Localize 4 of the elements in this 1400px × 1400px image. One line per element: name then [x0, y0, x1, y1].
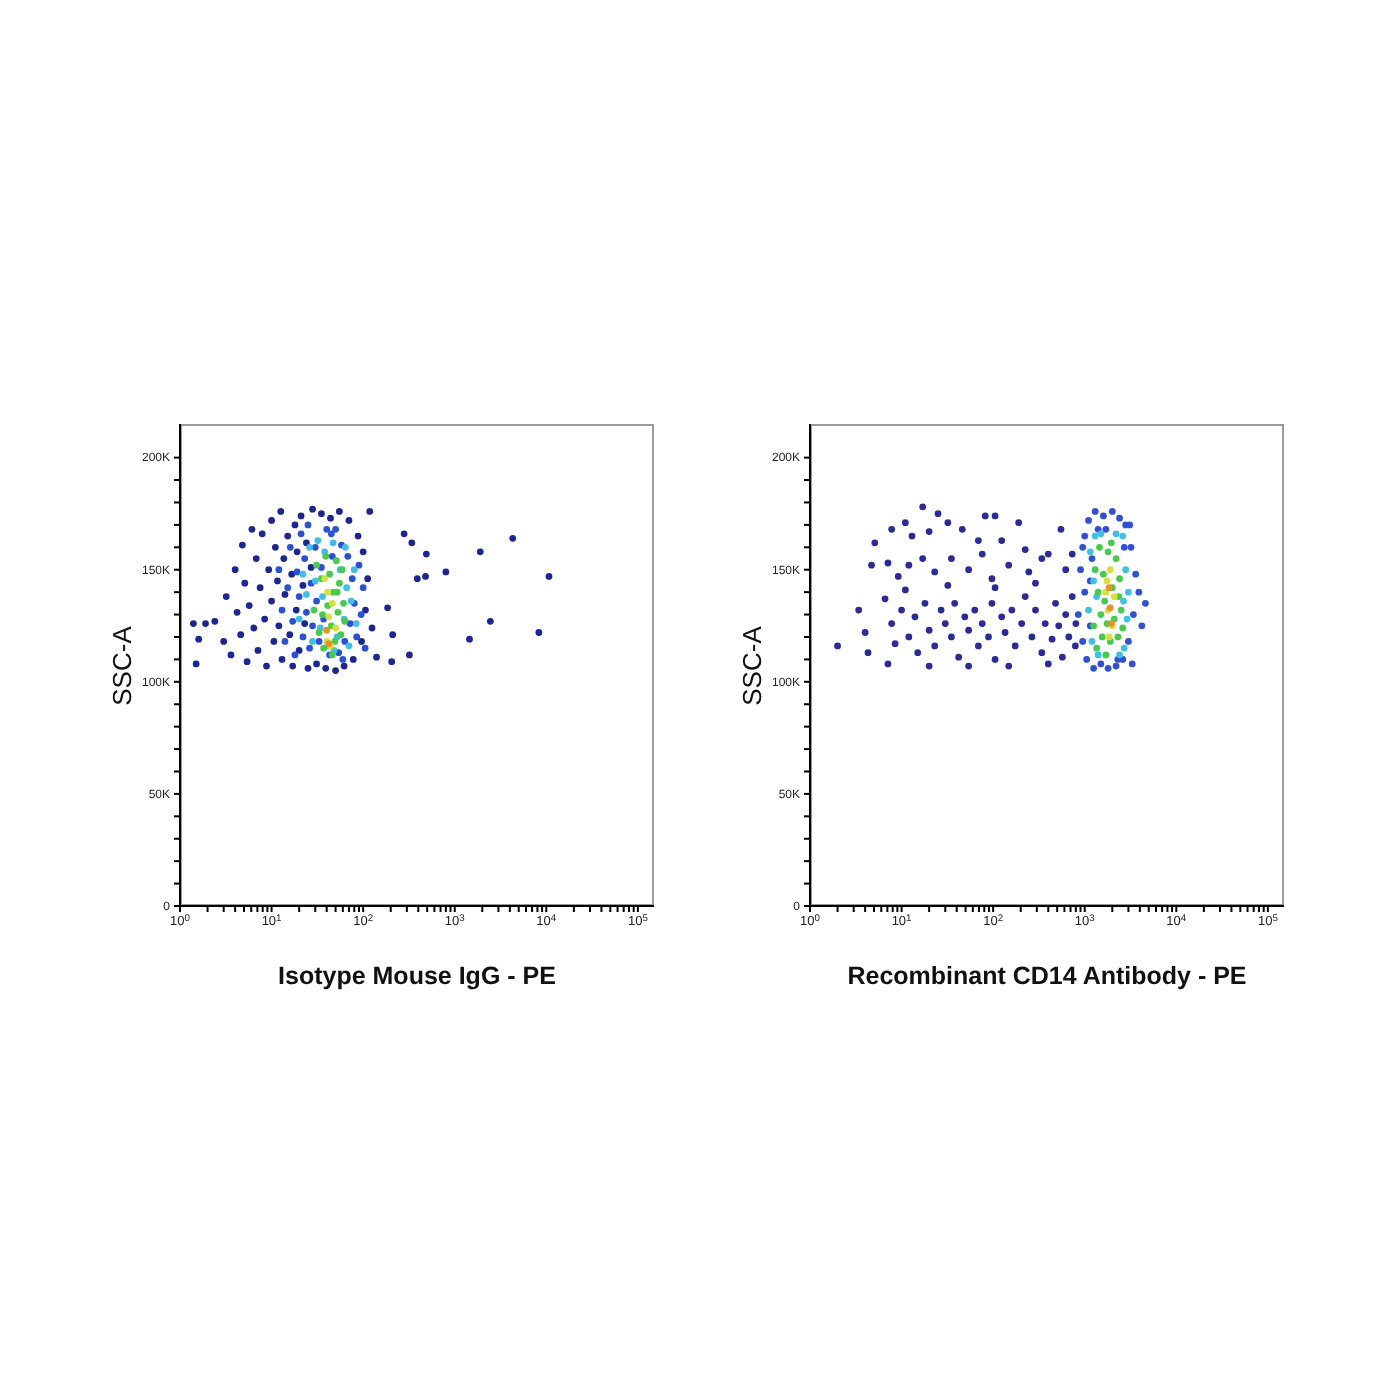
y-axis-title: SSC-A	[737, 625, 767, 705]
x-axis-title: Recombinant CD14 Antibody - PE	[847, 962, 1247, 990]
x-axis-title: Isotype Mouse IgG - PE	[278, 962, 556, 990]
y-axis-title: SSC-A	[107, 625, 137, 705]
